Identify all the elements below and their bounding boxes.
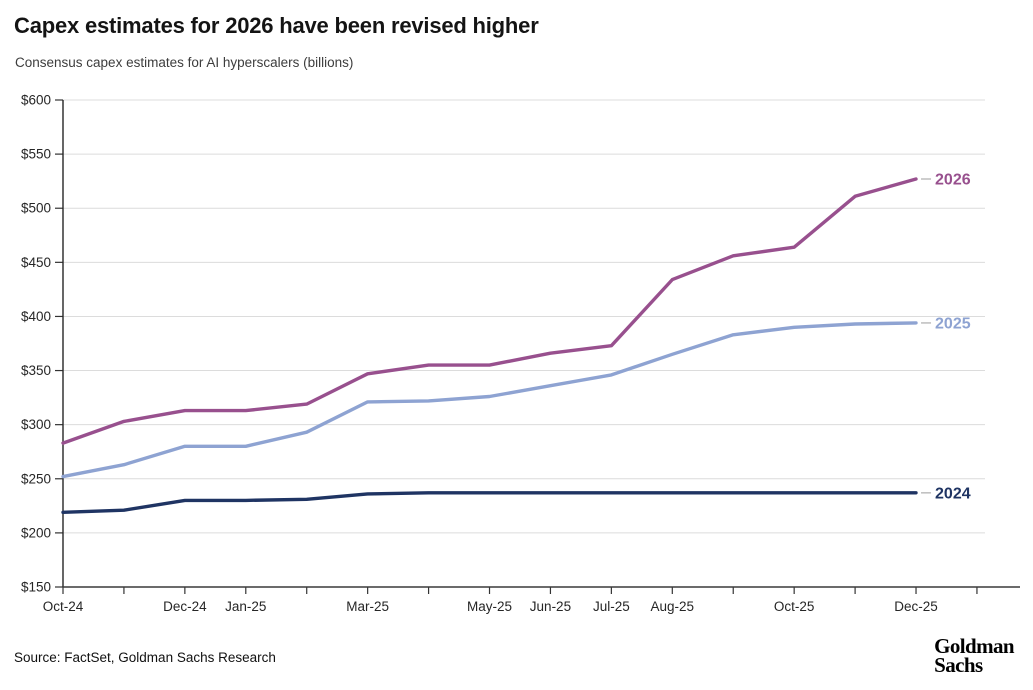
x-axis-tick-label: Jan-25 (225, 599, 266, 614)
series-label-2025: 2025 (935, 315, 971, 332)
x-axis-tick-label: Oct-24 (43, 599, 84, 614)
x-axis-tick-label: May-25 (467, 599, 512, 614)
chart-area: $150 $200 $250 $300 $350 $400 $450 $500 $550 $600… (0, 85, 1033, 630)
y-axis-tick-label: $550 (21, 147, 51, 162)
x-axis-tick-label: Mar-25 (346, 599, 389, 614)
y-axis-tick-label: $450 (21, 255, 51, 270)
x-axis-tick-label: Jun-25 (530, 599, 571, 614)
x-axis-tick-label: Oct-25 (774, 599, 815, 614)
chart-title: Capex estimates for 2026 have been revis… (14, 13, 539, 38)
y-axis-tick-label: $150 (21, 580, 51, 595)
series-label-2026: 2026 (935, 172, 971, 189)
logo-line-1: Goldman (934, 634, 1014, 658)
series-label-2024: 2024 (935, 485, 971, 502)
series-line-2024 (61, 491, 918, 514)
chart-svg: $150 $200 $250 $300 $350 $400 $450 $500 $550 $600… (21, 93, 1020, 614)
logo-line-2: Sachs (934, 652, 983, 677)
chart-subtitle: Consensus capex estimates for AI hypersc… (15, 55, 354, 70)
x-axis-tick-label: Jul-25 (593, 599, 630, 614)
y-axis-tick-label: $250 (21, 471, 51, 486)
series-line-2025 (61, 321, 918, 479)
x-axis-tick-label: Dec-25 (894, 599, 938, 614)
x-axis-tick-label: Dec-24 (163, 599, 207, 614)
goldman-sachs-logo: Goldman Sachs (934, 634, 1014, 677)
y-axis-tick-label: $300 (21, 417, 51, 432)
x-axis-tick-label: Aug-25 (651, 599, 695, 614)
y-axis-tick-label: $400 (21, 309, 51, 324)
y-axis-tick-label: $600 (21, 93, 51, 108)
series-line-2026 (61, 177, 918, 445)
y-axis-tick-label: $350 (21, 363, 51, 378)
y-axis-tick-label: $500 (21, 201, 51, 216)
source-note: Source: FactSet, Goldman Sachs Research (14, 650, 276, 665)
y-axis-tick-label: $200 (21, 525, 51, 540)
